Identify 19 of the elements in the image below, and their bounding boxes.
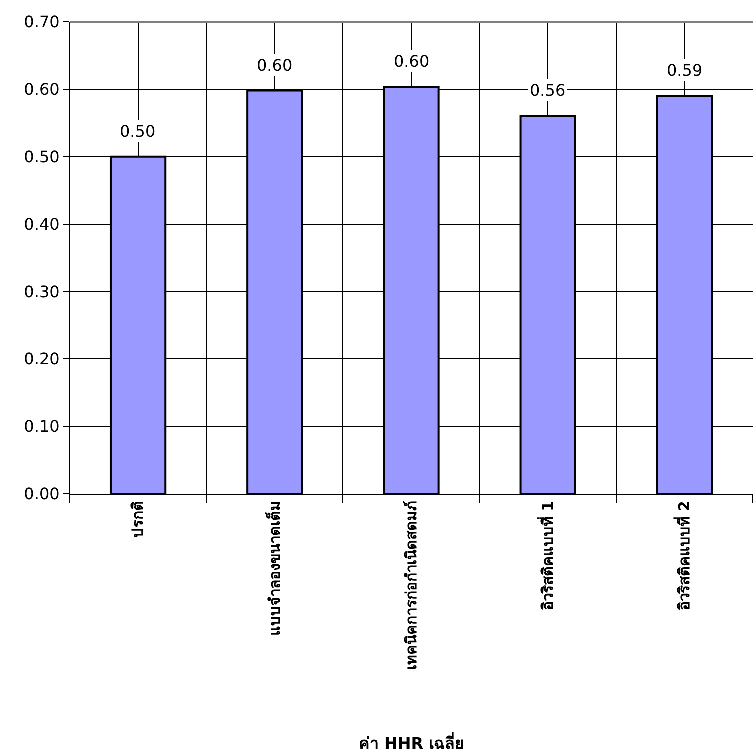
- y-tick-label: 0.60: [24, 80, 60, 100]
- y-tick-label: 0.30: [24, 282, 60, 302]
- x-axis-title: ค่า HHR เฉลี่ย: [358, 732, 464, 753]
- data-label: 0.50: [120, 122, 156, 141]
- y-tick-label: 0.70: [24, 12, 60, 32]
- y-tick-label: 0.20: [24, 350, 60, 369]
- data-label: 0.59: [667, 61, 703, 80]
- y-tick-label: 0.40: [24, 214, 60, 234]
- x-tick-label: อิวริสติคแบบที่ 1: [536, 501, 557, 611]
- data-label: 0.56: [530, 81, 566, 100]
- data-label: 0.60: [257, 56, 293, 75]
- data-label: 0.60: [394, 52, 430, 71]
- y-tick-label: 0.50: [24, 147, 60, 166]
- y-tick-label: 0.00: [24, 484, 60, 504]
- x-tick-label: อิวริสติคแบบที่ 2: [674, 501, 694, 611]
- x-tick-label: แบบจำลองขนาดเต็ม: [264, 501, 284, 636]
- y-tick-label: 0.10: [24, 417, 60, 436]
- x-tick-label: ปรกติ: [129, 501, 148, 538]
- x-tick-label: เทคนิคการก่อกำเนิดสดมภ์: [402, 501, 420, 670]
